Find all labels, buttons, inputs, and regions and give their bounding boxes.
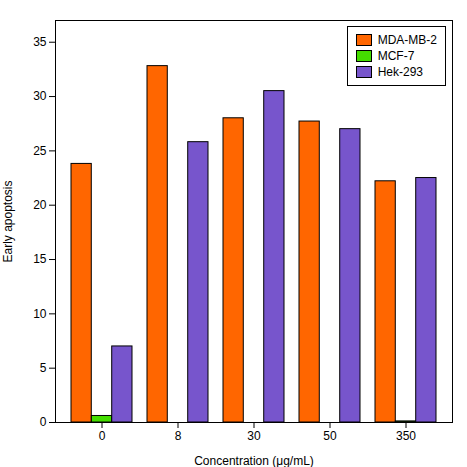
svg-text:Concentration (μg/mL): Concentration (μg/mL) (194, 454, 314, 467)
svg-text:50: 50 (323, 429, 337, 443)
svg-text:0: 0 (40, 415, 47, 429)
svg-text:30: 30 (33, 89, 47, 103)
svg-text:35: 35 (33, 35, 47, 49)
svg-text:30: 30 (247, 429, 261, 443)
svg-text:15: 15 (33, 252, 47, 266)
svg-text:5: 5 (40, 361, 47, 375)
svg-text:20: 20 (33, 198, 47, 212)
svg-text:8: 8 (175, 429, 182, 443)
html-text:MCF-7: MCF-7 (377, 49, 415, 63)
html-text:MDA-MB-2: MDA-MB-2 (377, 33, 437, 47)
svg-text:0: 0 (99, 429, 106, 443)
svg-text:350: 350 (396, 429, 416, 443)
svg-text:25: 25 (33, 144, 47, 158)
svg-text:10: 10 (33, 307, 47, 321)
html-text:Hek-293: Hek-293 (377, 65, 423, 79)
svg-text:Early apoptosis: Early apoptosis (1, 180, 15, 262)
